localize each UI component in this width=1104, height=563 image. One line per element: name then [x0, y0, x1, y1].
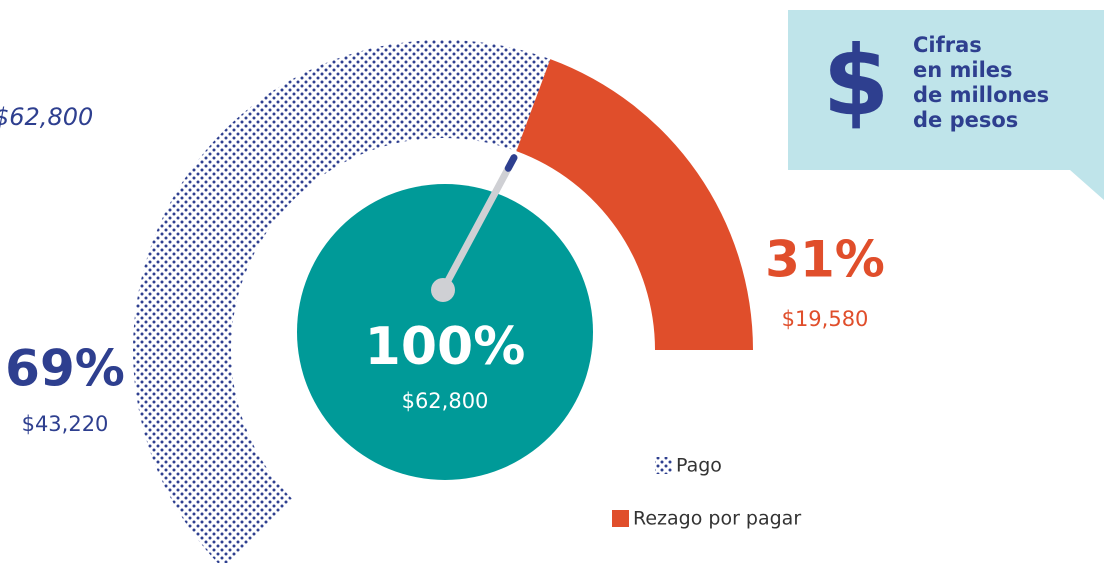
needle	[439, 154, 518, 294]
legend-swatch	[655, 457, 672, 474]
amount-label: $19,580	[782, 307, 869, 331]
center-disc	[297, 184, 593, 480]
note-box: $ Cifras en miles de millones de pesos	[788, 10, 1104, 200]
note-line: Cifras	[913, 33, 982, 57]
total-amount: $62,800	[402, 389, 489, 413]
value-label: 69%	[5, 340, 125, 398]
legend-swatch	[612, 510, 629, 527]
subtitle: $62,800	[0, 103, 93, 131]
needle-hub	[431, 278, 455, 302]
amount-label: $43,220	[22, 412, 109, 436]
note-line: de pesos	[913, 108, 1018, 132]
value-label: 31%	[765, 231, 885, 289]
note-line: de millones	[913, 83, 1049, 107]
note-symbol: $	[823, 25, 890, 137]
gauge-segment	[516, 59, 753, 351]
total-label: 100%	[365, 317, 526, 377]
gauge-segment	[133, 40, 551, 563]
note-bubble	[788, 10, 1104, 200]
legend-label: Rezago por pagar	[633, 508, 801, 530]
legend-label: Pago	[676, 455, 722, 477]
note-line: en miles	[913, 58, 1013, 82]
needle-tip	[504, 154, 518, 172]
